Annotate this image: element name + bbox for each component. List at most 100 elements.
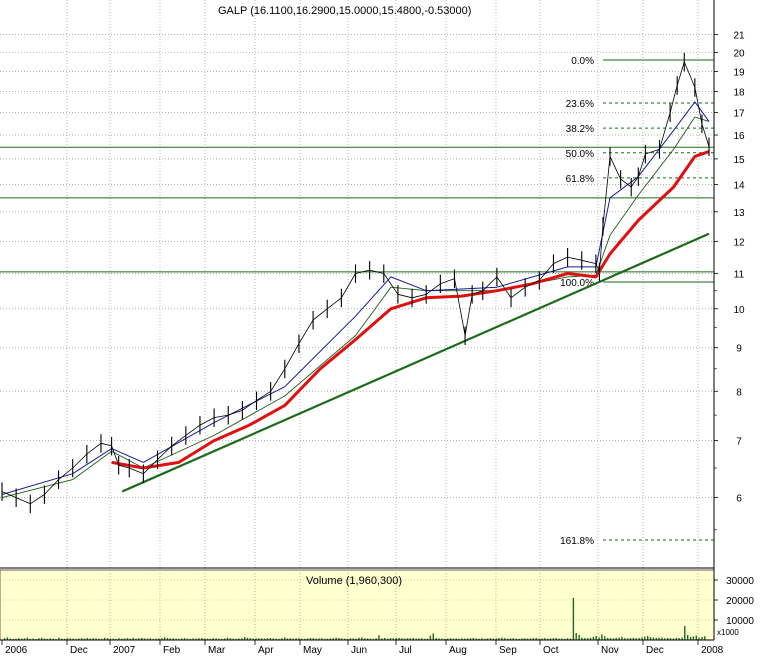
volume-bar bbox=[629, 638, 632, 640]
volume-bar bbox=[581, 637, 583, 640]
volume-bar bbox=[349, 638, 352, 640]
volume-bar bbox=[404, 638, 406, 640]
volume-bar bbox=[223, 638, 226, 640]
volume-bar bbox=[366, 638, 369, 640]
volume-bar bbox=[409, 638, 412, 640]
volume-bar bbox=[118, 638, 120, 640]
volume-bar bbox=[235, 638, 237, 640]
horizontal-support-lines bbox=[0, 146, 714, 273]
volume-bar bbox=[198, 638, 200, 640]
volume-bar bbox=[695, 635, 697, 640]
volume-bar bbox=[6, 637, 9, 640]
volume-bar bbox=[544, 638, 546, 640]
volume-bar bbox=[21, 638, 23, 640]
volume-bar bbox=[158, 638, 160, 640]
volume-bar bbox=[395, 638, 397, 640]
volume-bar bbox=[561, 638, 563, 640]
volume-bar bbox=[369, 638, 372, 640]
volume-bar bbox=[129, 638, 131, 640]
volume-bar bbox=[98, 638, 100, 640]
volume-bar bbox=[286, 638, 289, 640]
volume-bar bbox=[212, 638, 214, 640]
volume-bar bbox=[684, 626, 686, 640]
volume-bar bbox=[326, 638, 329, 640]
volume-bar bbox=[169, 638, 171, 640]
volume-bar bbox=[681, 637, 683, 640]
volume-bar bbox=[315, 638, 317, 640]
y-tick-label: 14 bbox=[733, 180, 745, 191]
volume-bar bbox=[435, 638, 437, 640]
volume-bar bbox=[272, 638, 274, 640]
volume-bar bbox=[281, 638, 283, 640]
volume-bar bbox=[15, 638, 17, 640]
volume-bar bbox=[23, 638, 26, 640]
x-tick-label: Apr bbox=[258, 645, 274, 656]
volume-bar bbox=[675, 637, 677, 640]
volume-bar bbox=[632, 637, 635, 640]
volume-bar bbox=[75, 638, 77, 640]
volume-bar bbox=[446, 638, 449, 640]
x-tick-label: Dec bbox=[646, 645, 664, 656]
volume-bar bbox=[178, 638, 180, 640]
volume-bar bbox=[518, 638, 520, 640]
volume-bar bbox=[229, 638, 232, 640]
volume-bar bbox=[612, 638, 615, 640]
volume-bar bbox=[201, 638, 203, 640]
volume-bar bbox=[504, 638, 506, 640]
volume-bar bbox=[578, 635, 580, 640]
volume-bar bbox=[572, 598, 575, 640]
fib-level-label: 50.0% bbox=[566, 149, 594, 160]
y-tick-label: 17 bbox=[733, 109, 745, 120]
volume-bar bbox=[624, 638, 626, 640]
volume-bar bbox=[189, 638, 191, 640]
volume-bar bbox=[615, 638, 617, 640]
volume-bar bbox=[141, 638, 143, 640]
volume-bar bbox=[638, 638, 640, 640]
volume-tick-label: 20000 bbox=[726, 596, 754, 607]
volume-bar bbox=[49, 638, 51, 640]
x-tick-label: Dec bbox=[70, 645, 88, 656]
volume-bar bbox=[398, 637, 400, 640]
volume-bar bbox=[292, 638, 294, 640]
x-tick-label: Jun bbox=[351, 645, 367, 656]
volume-bar bbox=[532, 638, 534, 640]
volume-bar bbox=[361, 637, 363, 640]
grid-lines bbox=[0, 0, 714, 640]
volume-bar bbox=[309, 638, 312, 640]
volume-bar bbox=[269, 638, 272, 640]
volume-bar bbox=[18, 638, 20, 640]
volume-bar bbox=[246, 637, 249, 640]
volume-bar bbox=[364, 638, 366, 640]
volume-bar bbox=[186, 638, 189, 640]
volume-bar bbox=[444, 638, 446, 640]
volume-bar bbox=[438, 638, 440, 640]
volume-bar bbox=[301, 638, 303, 640]
volume-bar bbox=[627, 638, 629, 640]
y-tick-label: 16 bbox=[733, 131, 745, 142]
volume-bar bbox=[312, 638, 314, 640]
y-tick-label: 18 bbox=[733, 87, 745, 98]
volume-bar bbox=[278, 638, 280, 640]
volume-bar bbox=[109, 638, 111, 640]
y-tick-label: 15 bbox=[733, 155, 745, 166]
volume-bar bbox=[289, 638, 292, 640]
volume-bar bbox=[526, 638, 529, 640]
volume-bar bbox=[341, 638, 343, 640]
volume-bar bbox=[472, 638, 474, 640]
volume-bar bbox=[89, 638, 91, 640]
volume-bar bbox=[464, 638, 466, 640]
volume-bar bbox=[72, 638, 74, 640]
y-tick-label: 10 bbox=[733, 305, 745, 316]
volume-panel-area bbox=[0, 569, 715, 641]
volume-bar bbox=[389, 638, 392, 640]
volume-bar bbox=[92, 638, 94, 640]
volume-bar bbox=[641, 637, 643, 640]
volume-bar bbox=[432, 633, 434, 640]
volume-bar bbox=[689, 637, 692, 640]
volume-multiplier-label: x1000 bbox=[717, 628, 739, 637]
volume-bar bbox=[661, 637, 663, 640]
volume-bar bbox=[163, 637, 166, 640]
volume-bar bbox=[429, 635, 432, 640]
volume-bar bbox=[318, 638, 320, 640]
